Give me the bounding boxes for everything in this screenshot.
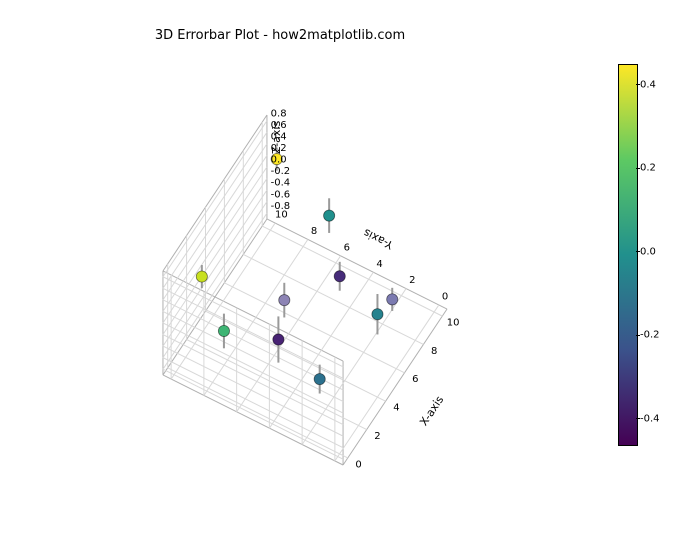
svg-text:X-axis: X-axis [417,393,446,428]
chart-title: 3D Errorbar Plot - how2matplotlib.com [0,28,560,43]
svg-text:Y-axis: Y-axis [361,226,396,252]
axes-3d: 02468100246810-0.8-0.6-0.4-0.20.00.20.40… [35,50,575,540]
svg-text:2: 2 [409,275,415,286]
scatter-marker [218,325,229,336]
colorbar [618,64,638,446]
svg-text:2: 2 [374,431,380,442]
colorbar-tick-label: -0.2 [640,330,680,341]
scatter-marker [387,294,398,305]
svg-text:4: 4 [376,259,382,270]
scatter-marker [372,309,383,320]
svg-text:0.0: 0.0 [271,155,287,166]
svg-text:-0.2: -0.2 [271,166,291,177]
svg-text:Z-axis: Z-axis [270,121,283,155]
svg-text:6: 6 [412,374,418,385]
svg-text:6: 6 [344,242,350,253]
svg-text:8: 8 [431,346,437,357]
svg-text:-0.8: -0.8 [271,201,291,212]
colorbar-tick-label: 0.4 [640,79,680,90]
scatter-marker [334,271,345,282]
svg-text:0: 0 [355,459,361,470]
svg-text:8: 8 [311,226,317,237]
svg-text:10: 10 [447,318,460,329]
colorbar-tick-label: 0.2 [640,163,680,174]
colorbar-tick-label: 0.0 [640,246,680,257]
svg-text:-0.6: -0.6 [271,189,291,200]
colorbar-ticks: -0.4 -0.2 0.0 0.2 0.4 [640,64,680,444]
svg-text:0: 0 [442,292,448,303]
figure: 3D Errorbar Plot - how2matplotlib.com 0 2… [0,0,700,560]
scatter-marker [314,373,325,384]
svg-text:0.8: 0.8 [271,108,287,119]
scatter-marker [324,210,335,221]
svg-text:-0.4: -0.4 [271,178,291,189]
scatter-marker [196,271,207,282]
colorbar-tick-label: -0.4 [640,413,680,424]
scatter-marker [279,295,290,306]
svg-text:4: 4 [393,403,399,414]
scatter-marker [273,334,284,345]
